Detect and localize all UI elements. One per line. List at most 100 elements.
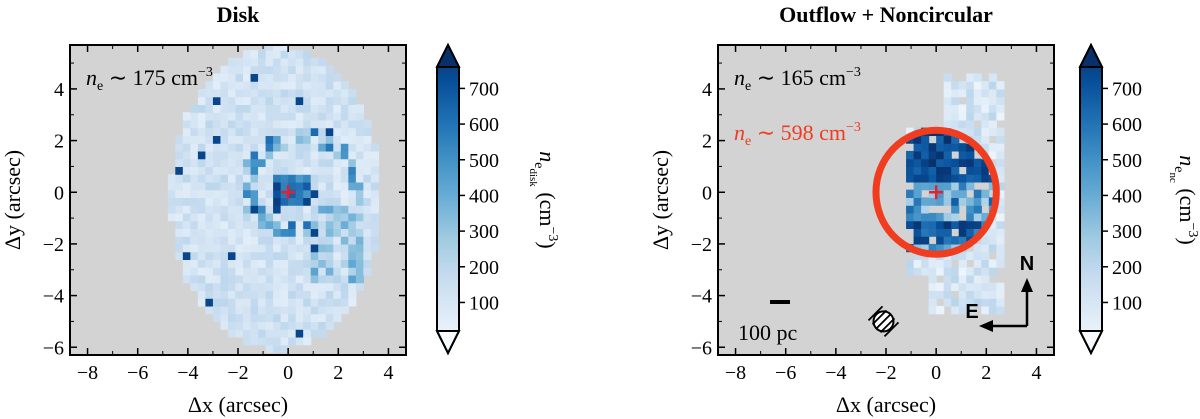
- map-cell: [243, 174, 252, 183]
- map-cell: [310, 65, 319, 75]
- map-cell: [310, 329, 319, 338]
- map-cell: [197, 228, 207, 237]
- map-cell: [936, 259, 945, 268]
- map-cell: [325, 119, 334, 129]
- map-cell: [973, 243, 982, 253]
- map-cell: [996, 251, 1005, 261]
- map-cell: [265, 127, 274, 137]
- map-cell: [265, 158, 274, 168]
- map-cell: [212, 243, 222, 253]
- colorbar-tick-label: 600: [469, 114, 499, 136]
- map-cell: [243, 57, 252, 67]
- map-cell: [973, 298, 982, 307]
- map-cell: [250, 298, 259, 307]
- map-cell: [220, 212, 229, 222]
- nucleus-marker: [929, 185, 944, 200]
- map-cell: [333, 127, 342, 137]
- map-cell: [227, 243, 237, 253]
- map-cell: [943, 143, 952, 152]
- map-cell: [981, 96, 990, 106]
- map-cell: [227, 189, 237, 199]
- map-cell: [197, 104, 207, 113]
- map-cell: [295, 282, 304, 292]
- map-cell: [273, 50, 282, 59]
- high-density-circle-ring: [872, 126, 1000, 258]
- map-cell: [973, 104, 982, 113]
- map-cell: [273, 336, 282, 346]
- map-cell: [258, 57, 267, 67]
- map-cell: [333, 220, 342, 230]
- map-cell: [363, 243, 372, 253]
- map-cell: [958, 150, 967, 160]
- map-cell: [295, 336, 304, 346]
- map-cell: [370, 181, 380, 191]
- map-cell: [280, 181, 289, 191]
- map-cell: [966, 228, 975, 237]
- map-cell: [333, 243, 342, 253]
- map-cell: [943, 259, 952, 268]
- map-cell: [250, 112, 259, 121]
- map-cell: [190, 119, 199, 129]
- colorbar-extend-top: [1078, 42, 1104, 68]
- map-cell: [205, 228, 214, 237]
- map-cell: [303, 298, 312, 307]
- map-cell: [182, 220, 191, 230]
- map-cell: [355, 150, 364, 160]
- map-cell: [348, 220, 357, 230]
- map-cell: [340, 282, 349, 292]
- map-cell: [273, 135, 282, 144]
- map-cell: [981, 259, 990, 268]
- map-cell: [182, 274, 191, 284]
- map-cell: [310, 135, 319, 144]
- map-cell: [258, 73, 267, 82]
- map-cell: [235, 96, 244, 106]
- map-cell: [243, 336, 252, 346]
- map-cell: [370, 205, 380, 214]
- map-cell: [243, 305, 252, 315]
- map-cell: [303, 88, 312, 98]
- map-cell: [250, 305, 259, 315]
- disk-panel: Disk −8 −6 −4 −2 0 2 4 −6 −4 −2 0 2 4 Δx (arcsec) Δy…: [0, 2, 407, 417]
- map-cell: [258, 298, 267, 307]
- map-cell: [212, 127, 222, 137]
- map-cell: [996, 127, 1005, 137]
- map-cell: [288, 119, 297, 129]
- map-cell: [220, 274, 229, 284]
- map-cell: [340, 166, 349, 175]
- map-cell: [212, 313, 222, 323]
- map-cell: [303, 321, 312, 330]
- map-cell: [921, 220, 930, 230]
- map-cell: [936, 135, 945, 144]
- map-cell: [958, 236, 967, 245]
- map-cell: [205, 236, 214, 245]
- map-cell: [205, 81, 214, 90]
- map-cell: [981, 274, 990, 284]
- map-cell: [227, 88, 237, 98]
- map-cell: [265, 305, 274, 315]
- map-cell: [280, 197, 289, 206]
- map-cell: [295, 243, 304, 253]
- map-cell: [235, 197, 244, 206]
- map-cell: [265, 88, 274, 98]
- map-cell: [981, 166, 990, 175]
- map-cell: [295, 143, 304, 152]
- map-cell: [303, 96, 312, 106]
- map-cell: [325, 212, 334, 222]
- map-cell: [197, 112, 207, 121]
- map-cell: [280, 298, 289, 307]
- map-cell: [265, 267, 274, 276]
- map-cell: [258, 329, 267, 338]
- map-cell: [340, 243, 349, 253]
- map-cell: [258, 135, 267, 144]
- map-cell: [951, 205, 960, 214]
- map-cell: [318, 251, 327, 261]
- map-cell: [273, 57, 282, 67]
- map-cell: [370, 158, 380, 168]
- map-cell: [265, 189, 274, 199]
- map-cell: [325, 135, 334, 144]
- map-cell: [333, 158, 342, 168]
- map-cell: [951, 174, 960, 183]
- map-cell: [182, 259, 191, 268]
- map-cell: [197, 96, 207, 106]
- map-cell: [318, 158, 327, 168]
